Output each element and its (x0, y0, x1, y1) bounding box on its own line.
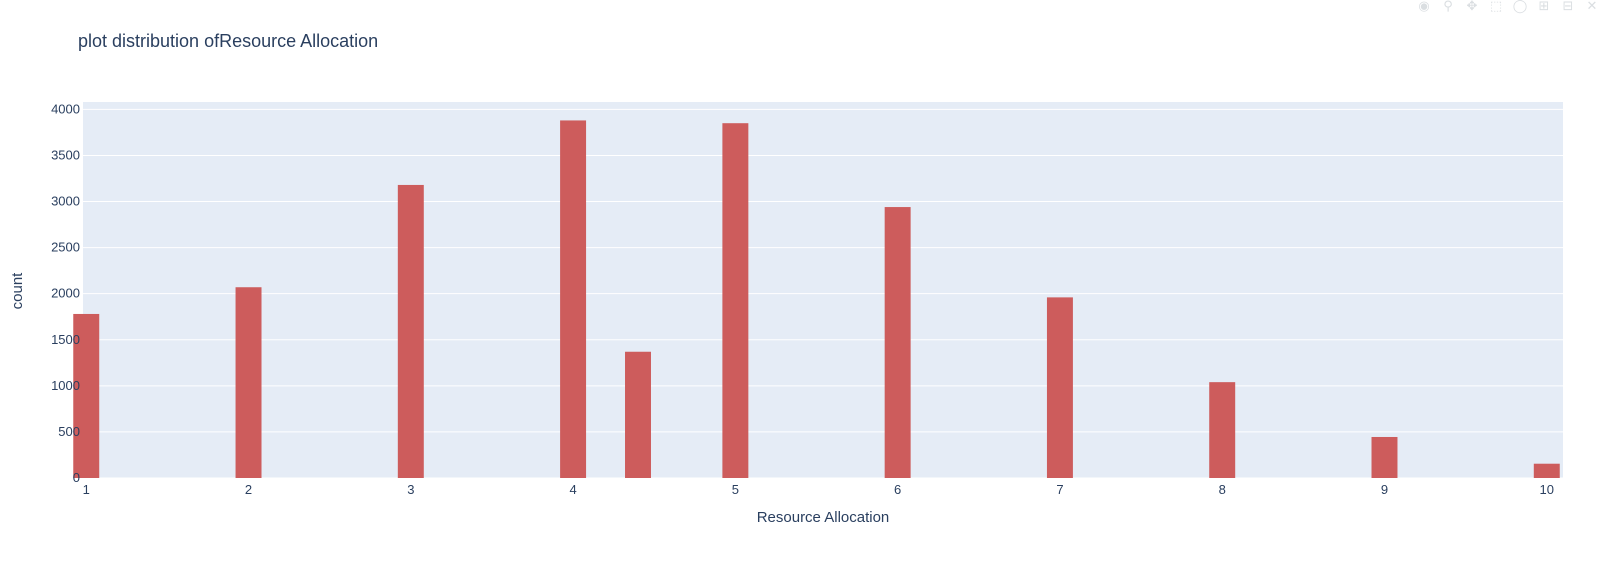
y-tick-label: 2000 (51, 286, 80, 301)
bar-10[interactable] (1533, 463, 1560, 478)
x-tick-label: 4 (569, 482, 576, 497)
chart-title: plot distribution ofResource Allocation (78, 31, 378, 51)
bar-7[interactable] (1046, 297, 1073, 478)
bar-5[interactable] (722, 123, 749, 478)
zoom-icon[interactable]: ⚲ (1443, 0, 1453, 14)
x-tick-label: 2 (245, 482, 252, 497)
y-axis-title: count (9, 272, 26, 310)
x-tick-label: 10 (1540, 482, 1554, 497)
camera-icon[interactable]: ◉ (1418, 0, 1430, 14)
modebar: ◉ ⚲ ✥ ⬚ ◯ ⊞ ⊟ ✕ (1416, 0, 1600, 14)
bars (73, 120, 1560, 479)
zoom-out-icon[interactable]: ⊟ (1562, 0, 1574, 14)
y-tick-label: 0 (73, 470, 80, 485)
x-tick-label: 5 (732, 482, 739, 497)
x-tick-label: 3 (407, 482, 414, 497)
y-tick-label: 4000 (51, 101, 80, 116)
x-axis-ticks: 1 2 3 4 5 6 7 8 9 10 (83, 482, 1554, 497)
bar-4[interactable] (560, 120, 587, 479)
y-axis-ticks: 0 500 1000 1500 2000 2500 3000 3500 4000 (51, 101, 80, 485)
autoscale-icon[interactable]: ✕ (1586, 0, 1598, 14)
x-tick-label: 9 (1381, 482, 1388, 497)
y-tick-label: 500 (58, 424, 80, 439)
y-tick-label: 1500 (51, 332, 80, 347)
bar-3[interactable] (397, 184, 424, 479)
bar-4-4[interactable] (625, 351, 651, 478)
y-tick-label: 3000 (51, 194, 80, 209)
x-axis-title: Resource Allocation (757, 509, 890, 526)
x-tick-label: 8 (1219, 482, 1226, 497)
bar-2[interactable] (235, 287, 262, 478)
bar-8[interactable] (1209, 382, 1236, 478)
x-tick-label: 6 (894, 482, 901, 497)
y-tick-label: 2500 (51, 240, 80, 255)
bar-9[interactable] (1371, 436, 1398, 478)
lasso-icon[interactable]: ◯ (1512, 0, 1528, 14)
zoom-in-icon[interactable]: ⊞ (1538, 0, 1550, 14)
y-tick-label: 1000 (51, 378, 80, 393)
box-select-icon[interactable]: ⬚ (1489, 0, 1503, 14)
y-tick-label: 3500 (51, 147, 80, 162)
pan-icon[interactable]: ✥ (1466, 0, 1478, 14)
grid-lines (83, 108, 1563, 479)
x-tick-label: 1 (83, 482, 90, 497)
x-tick-label: 7 (1056, 482, 1063, 497)
plot-area (83, 102, 1563, 478)
bar-1[interactable] (73, 313, 100, 478)
bar-6[interactable] (884, 207, 911, 478)
